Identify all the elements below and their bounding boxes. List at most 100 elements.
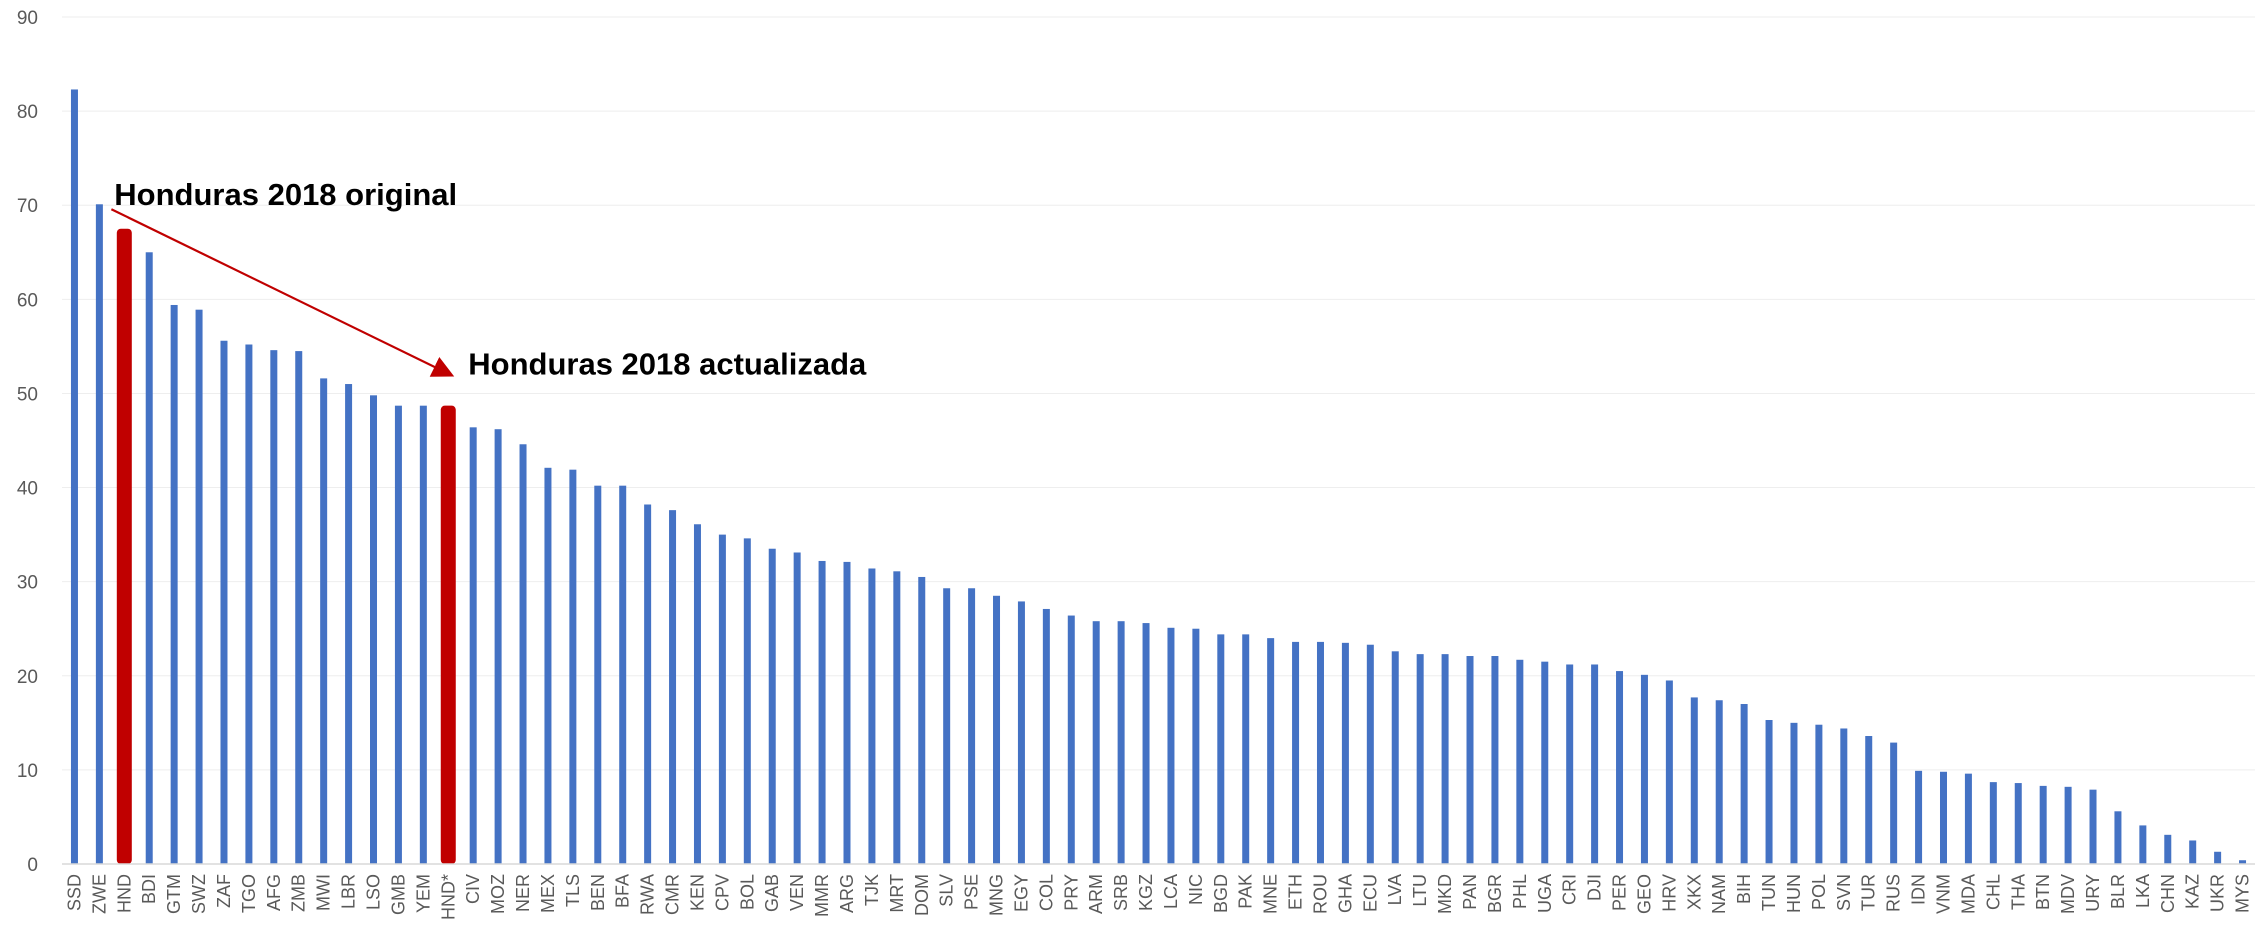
- x-tick-label: RUS: [1884, 874, 1904, 912]
- bar: [1117, 621, 1125, 864]
- x-tick-label: MWI: [314, 874, 334, 911]
- x-tick-label: KAZ: [2183, 874, 2203, 909]
- x-tick-label: ZWE: [89, 874, 109, 914]
- bar: [1989, 782, 1997, 864]
- x-tick-label: MNE: [1261, 874, 1281, 914]
- x-tick-label: TGO: [239, 874, 259, 913]
- x-tick-label: ETH: [1286, 874, 1306, 910]
- x-tick-label: NER: [513, 874, 533, 912]
- bar: [1815, 724, 1823, 864]
- x-tick-label: SLV: [937, 874, 957, 907]
- x-tick-label: ARM: [1086, 874, 1106, 914]
- bar: [1366, 644, 1374, 864]
- x-tick-label: ARG: [837, 874, 857, 913]
- bar: [1790, 722, 1798, 864]
- bar: [1441, 654, 1449, 864]
- bar: [743, 538, 751, 864]
- bar: [95, 204, 103, 864]
- x-tick-label: LSO: [364, 874, 384, 910]
- bar: [1466, 656, 1474, 864]
- bar: [918, 576, 926, 864]
- x-tick-label: THA: [2008, 874, 2028, 910]
- bar: [2039, 785, 2047, 864]
- bar: [893, 571, 901, 864]
- x-tick-label: VEN: [787, 874, 807, 911]
- bar: [1939, 771, 1947, 864]
- bars: [70, 89, 2247, 865]
- bar: [270, 350, 278, 864]
- bar: [1591, 664, 1599, 864]
- x-tick-label: BOL: [737, 874, 757, 910]
- bar: [1890, 742, 1898, 864]
- x-tick-label: ROU: [1310, 874, 1330, 914]
- x-tick-label: HND: [114, 874, 134, 913]
- bar: [1416, 654, 1424, 864]
- bar: [1665, 680, 1673, 864]
- x-tick-label: BTN: [2033, 874, 2053, 910]
- x-tick-label: ZAF: [214, 874, 234, 908]
- x-axis-category-labels: SSD ZWE HND BDI GTM SWZ ZAF TGO AFG ZMB MWI LBR LSO G…: [64, 874, 2252, 920]
- x-tick-label: MMR: [812, 874, 832, 917]
- x-tick-label: RWA: [638, 874, 658, 915]
- x-tick-label: PER: [1610, 874, 1630, 911]
- bar: [693, 524, 701, 864]
- x-tick-label: HND*: [438, 874, 458, 920]
- x-tick-label: SVN: [1834, 874, 1854, 911]
- x-tick-label: BEN: [588, 874, 608, 911]
- x-tick-label: LTU: [1410, 874, 1430, 907]
- bar: [1740, 704, 1748, 864]
- x-tick-label: CRI: [1560, 874, 1580, 905]
- bar: [1067, 615, 1075, 864]
- y-tick-label: 40: [17, 479, 38, 500]
- bar: [644, 504, 652, 864]
- bar: [170, 304, 178, 865]
- bar: [793, 552, 801, 864]
- bar: [320, 378, 328, 864]
- x-tick-label: LKA: [2133, 874, 2153, 908]
- bar-highlight-HND*: [440, 405, 456, 864]
- bar: [145, 252, 153, 864]
- annotation-arrow: [110, 208, 455, 377]
- x-tick-label: LBR: [339, 874, 359, 909]
- bar: [1690, 697, 1698, 864]
- bar: [1915, 770, 1923, 864]
- x-tick-label: IDN: [1909, 874, 1929, 905]
- bar: [1242, 634, 1250, 864]
- bar-highlight-HND: [116, 228, 132, 864]
- y-axis-tick-labels: 0 10 20 30 40 50 60 70 80 90: [17, 8, 38, 876]
- bar: [594, 485, 602, 864]
- x-tick-label: HRV: [1659, 874, 1679, 912]
- x-tick-label: GTM: [164, 874, 184, 914]
- bar: [943, 588, 951, 864]
- x-tick-label: GAB: [762, 874, 782, 912]
- annotation-label: Honduras 2018 actualizada: [468, 347, 867, 382]
- x-tick-label: YEM: [413, 874, 433, 913]
- x-tick-label: MYS: [2233, 874, 2253, 913]
- annotation-label: Honduras 2018 original: [114, 177, 457, 212]
- bar: [1167, 627, 1175, 864]
- x-tick-label: MOZ: [488, 874, 508, 914]
- bar: [818, 560, 826, 864]
- x-tick-label: ECU: [1360, 874, 1380, 912]
- bar: [370, 395, 378, 864]
- bar: [245, 344, 253, 864]
- bar: [2089, 789, 2097, 864]
- x-tick-label: KEN: [687, 874, 707, 911]
- bar: [868, 568, 876, 864]
- y-tick-label: 80: [17, 102, 38, 123]
- bar: [345, 384, 353, 864]
- x-tick-label: PRY: [1061, 874, 1081, 911]
- bar: [519, 444, 527, 864]
- x-tick-label: MNG: [987, 874, 1007, 916]
- x-tick-label: BDI: [139, 874, 159, 904]
- x-tick-label: PAN: [1460, 874, 1480, 910]
- x-tick-label: CPV: [712, 874, 732, 911]
- x-tick-label: BIH: [1734, 874, 1754, 904]
- bar: [1491, 656, 1499, 864]
- x-tick-label: GHA: [1335, 874, 1355, 913]
- bar: [993, 595, 1001, 864]
- bar: [1267, 638, 1275, 864]
- bar: [569, 469, 577, 864]
- x-tick-label: GEO: [1634, 874, 1654, 914]
